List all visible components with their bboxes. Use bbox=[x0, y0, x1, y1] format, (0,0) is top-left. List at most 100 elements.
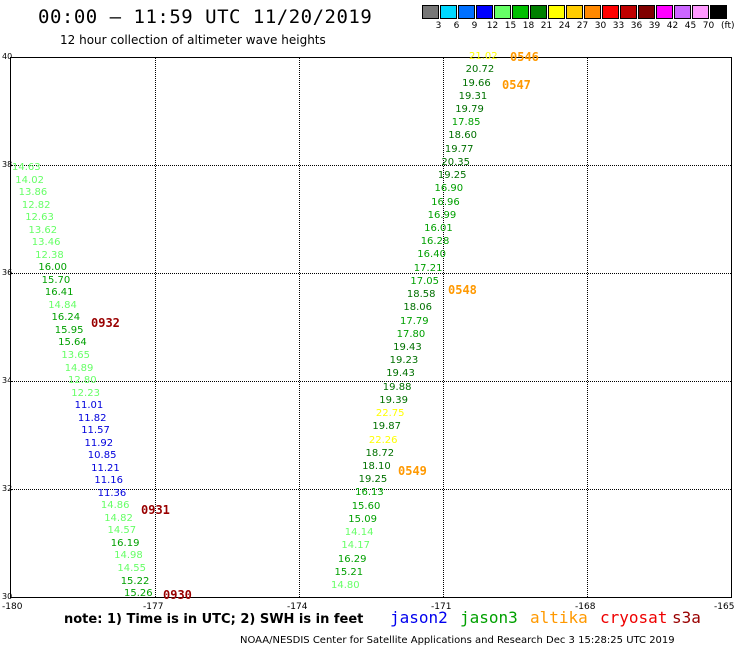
wave-height-value: 16.29 bbox=[337, 553, 367, 565]
color-scale-label: 3 bbox=[435, 21, 442, 31]
color-swatch bbox=[620, 5, 637, 19]
wave-height-value: 14.89 bbox=[64, 362, 94, 374]
wave-height-value: 21.02 bbox=[469, 51, 498, 62]
wave-height-value: 16.90 bbox=[434, 183, 464, 195]
color-scale-entry: 27 bbox=[565, 5, 588, 31]
color-swatch bbox=[530, 5, 547, 19]
wave-height-value: 17.05 bbox=[410, 275, 440, 287]
color-scale-entry: 18 bbox=[511, 5, 534, 31]
wave-height-value: 14.86 bbox=[100, 500, 130, 512]
pass-time-label: 0930 bbox=[163, 588, 192, 602]
chart-subtitle: 12 hour collection of altimeter wave hei… bbox=[60, 33, 326, 47]
wave-height-value: 14.55 bbox=[117, 562, 147, 574]
wave-height-value: 11.21 bbox=[91, 462, 120, 474]
wave-height-value: 14.80 bbox=[331, 580, 360, 591]
wave-height-value: 13.86 bbox=[18, 187, 48, 199]
lon-label: -174 bbox=[287, 602, 308, 612]
wave-height-value: 19.77 bbox=[444, 143, 474, 155]
color-scale-label: 21 bbox=[540, 21, 553, 31]
lat-gridline bbox=[11, 273, 731, 274]
wave-height-value: 16.28 bbox=[420, 236, 450, 248]
wave-height-value: 11.82 bbox=[77, 412, 107, 424]
wave-height-value: 12.23 bbox=[71, 387, 100, 399]
wave-height-value: 22.26 bbox=[368, 434, 398, 446]
wave-height-value: 15.70 bbox=[41, 274, 71, 286]
pass-time-label: 0546 bbox=[510, 50, 539, 64]
pass-time-label: 0549 bbox=[398, 464, 427, 478]
color-scale-entry bbox=[709, 5, 727, 31]
color-scale-label: 42 bbox=[666, 21, 679, 31]
color-swatch bbox=[476, 5, 493, 19]
lat-label: 36 bbox=[2, 268, 13, 277]
color-scale-entry: 45 bbox=[673, 5, 696, 31]
chart-title: 00:00 – 11:59 UTC 11/20/2019 bbox=[38, 6, 373, 28]
wave-height-value: 15.22 bbox=[120, 575, 150, 587]
color-scale-label: 39 bbox=[648, 21, 661, 31]
wave-height-value: 16.13 bbox=[355, 487, 384, 499]
wave-height-value: 22.75 bbox=[375, 408, 405, 420]
wave-height-value: 19.39 bbox=[379, 394, 408, 406]
color-swatch bbox=[674, 5, 691, 19]
color-scale-entry: 12 bbox=[475, 5, 498, 31]
wave-height-value: 19.23 bbox=[389, 355, 419, 367]
satellite-legend-s3a: s3a bbox=[672, 608, 701, 627]
wave-height-value: 14.84 bbox=[48, 299, 77, 311]
wave-height-value: 15.09 bbox=[348, 513, 377, 525]
pass-time-label: 0547 bbox=[502, 78, 531, 92]
color-scale-entry: 6 bbox=[439, 5, 459, 31]
wave-height-value: 19.25 bbox=[437, 170, 467, 181]
color-scale-label: 70 bbox=[702, 21, 715, 31]
wave-height-value: 17.85 bbox=[451, 117, 481, 129]
wave-height-value: 18.72 bbox=[365, 447, 395, 459]
lon-gridline bbox=[299, 58, 300, 597]
wave-height-value: 18.60 bbox=[448, 130, 477, 142]
wave-height-value: 18.58 bbox=[406, 289, 436, 301]
pass-time-label: 0548 bbox=[448, 283, 477, 297]
color-swatch bbox=[638, 5, 655, 19]
map-frame bbox=[10, 57, 732, 598]
wave-height-value: 18.10 bbox=[362, 461, 391, 472]
wave-height-value: 19.31 bbox=[458, 90, 488, 102]
color-swatch bbox=[602, 5, 619, 19]
pass-time-label: 0932 bbox=[91, 316, 120, 330]
wave-height-value: 13.46 bbox=[31, 237, 61, 249]
wave-height-value: 12.38 bbox=[35, 249, 64, 261]
wave-height-value: 14.14 bbox=[344, 527, 374, 539]
wave-height-value: 17.80 bbox=[396, 328, 426, 340]
pass-time-label: 0931 bbox=[141, 503, 170, 517]
wave-height-value: 16.01 bbox=[424, 222, 453, 234]
color-scale-entry: 3 bbox=[421, 5, 442, 31]
color-swatch bbox=[458, 5, 475, 19]
wave-height-value: 13.65 bbox=[61, 349, 91, 361]
satellite-legend-altika: altika bbox=[530, 608, 588, 627]
wave-height-value: 10.85 bbox=[87, 450, 117, 462]
satellite-legend-jason3: jason3 bbox=[460, 608, 518, 627]
wave-height-value: 11.16 bbox=[94, 475, 124, 487]
lon-label: -165 bbox=[714, 602, 735, 612]
wave-height-value: 16.19 bbox=[110, 537, 140, 549]
wave-height-value: 14.98 bbox=[114, 550, 143, 562]
wave-height-value: 19.88 bbox=[382, 381, 412, 393]
lat-label: 30 bbox=[2, 592, 13, 601]
color-swatch bbox=[656, 5, 673, 19]
color-scale-label: 15 bbox=[504, 21, 517, 31]
wave-height-value: 15.26 bbox=[124, 588, 153, 599]
color-scale-entry: 30 bbox=[583, 5, 606, 31]
wave-height-value: 17.79 bbox=[400, 315, 429, 327]
wave-height-value: 15.60 bbox=[351, 500, 381, 512]
color-scale-entry: 33 bbox=[601, 5, 624, 31]
lat-label: 40 bbox=[2, 52, 13, 61]
lat-label: 32 bbox=[2, 484, 13, 493]
wave-height-value: 14.57 bbox=[107, 525, 137, 537]
wave-height-value: 20.35 bbox=[441, 156, 471, 168]
lon-label: -177 bbox=[143, 602, 164, 612]
wave-height-value: 14.82 bbox=[104, 512, 133, 524]
footer-note: note: 1) Time is in UTC; 2) SWH is in fe… bbox=[64, 612, 364, 627]
color-swatch bbox=[710, 5, 727, 19]
wave-height-value: 16.24 bbox=[51, 312, 81, 324]
color-swatch bbox=[566, 5, 583, 19]
lon-gridline bbox=[443, 58, 444, 597]
color-scale-entry: 36 bbox=[619, 5, 642, 31]
wave-height-value: 16.96 bbox=[431, 196, 460, 208]
wave-height-value: 13.62 bbox=[28, 224, 58, 236]
